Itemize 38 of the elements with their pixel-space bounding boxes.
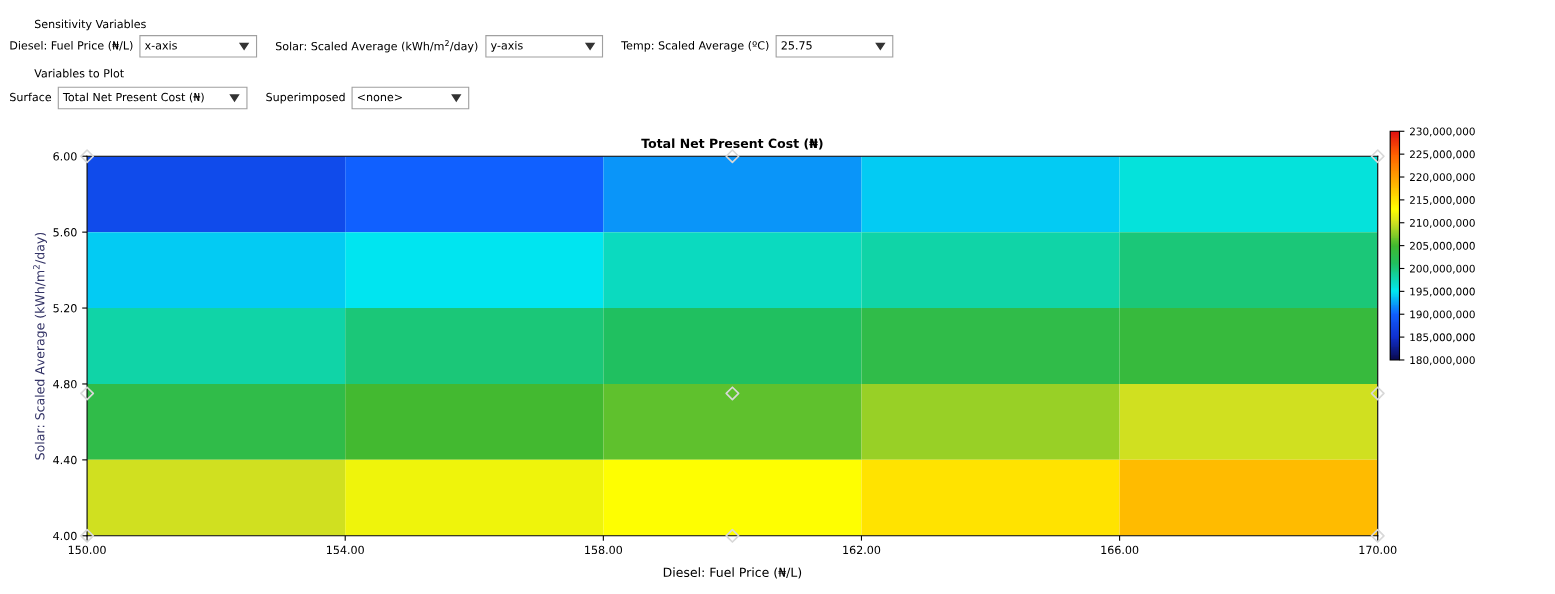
- x-tick-label: 162.00: [843, 545, 881, 555]
- text: Solar: Scaled Average (kWh/m$^{2}$/day): [275, 40, 478, 53]
- text: Variables to Plot: [34, 68, 124, 78]
- x-axis-title: Diesel: Fuel Price (₦/L): [663, 567, 802, 579]
- color-bar-label: 195,000,000: [1410, 287, 1475, 297]
- text: <none>: [357, 94, 402, 102]
- y-tick-label: 4.40: [53, 455, 77, 465]
- text: y-axis: [490, 40, 523, 52]
- color-bar-label: 225,000,000: [1409, 150, 1475, 160]
- color-bar-label: 200,000,000: [1409, 264, 1475, 274]
- color-bar-label: 220,000,000: [1409, 173, 1475, 183]
- y-tick-label: 6.00: [53, 152, 77, 161]
- text: Diesel: Fuel Price (₦/L): [10, 40, 133, 51]
- x-tick-label: 150.00: [68, 545, 106, 555]
- y-tick-label: 4.00: [53, 531, 77, 541]
- y-tick-label: 4.80: [53, 379, 77, 389]
- color-bar-label: 190,000,000: [1410, 310, 1475, 320]
- y-axis-title: Solar: Scaled Average (kWh/m$^{2}$/day): [33, 232, 47, 460]
- chart-title: Total Net Present Cost (₦): [641, 138, 823, 150]
- text: Superimposed: [266, 92, 345, 104]
- text: Temp: Scaled Average (ºC): [621, 40, 769, 52]
- color-bar-label: 215,000,000: [1409, 196, 1475, 206]
- color-bar-label: 230,000,000: [1409, 127, 1475, 137]
- text: x-axis: [144, 40, 177, 50]
- text: Total Net Present Cost (₦): [62, 92, 204, 103]
- text: Surface: [10, 92, 52, 102]
- y-tick-label: 5.20: [53, 304, 77, 313]
- text: 25.75: [781, 41, 812, 50]
- x-tick-label: 154.00: [326, 545, 364, 555]
- color-bar-label: 205,000,000: [1409, 241, 1475, 251]
- y-tick-label: 5.60: [53, 228, 77, 237]
- x-tick-label: 158.00: [585, 545, 623, 555]
- x-tick-label: 170.00: [1359, 545, 1397, 555]
- color-bar-label: 180,000,000: [1410, 356, 1475, 366]
- text: Sensitivity Variables: [34, 19, 146, 31]
- color-bar-label: 210,000,000: [1409, 218, 1475, 228]
- x-tick-label: 166.00: [1101, 545, 1139, 555]
- color-bar-label: 185,000,000: [1410, 333, 1475, 343]
